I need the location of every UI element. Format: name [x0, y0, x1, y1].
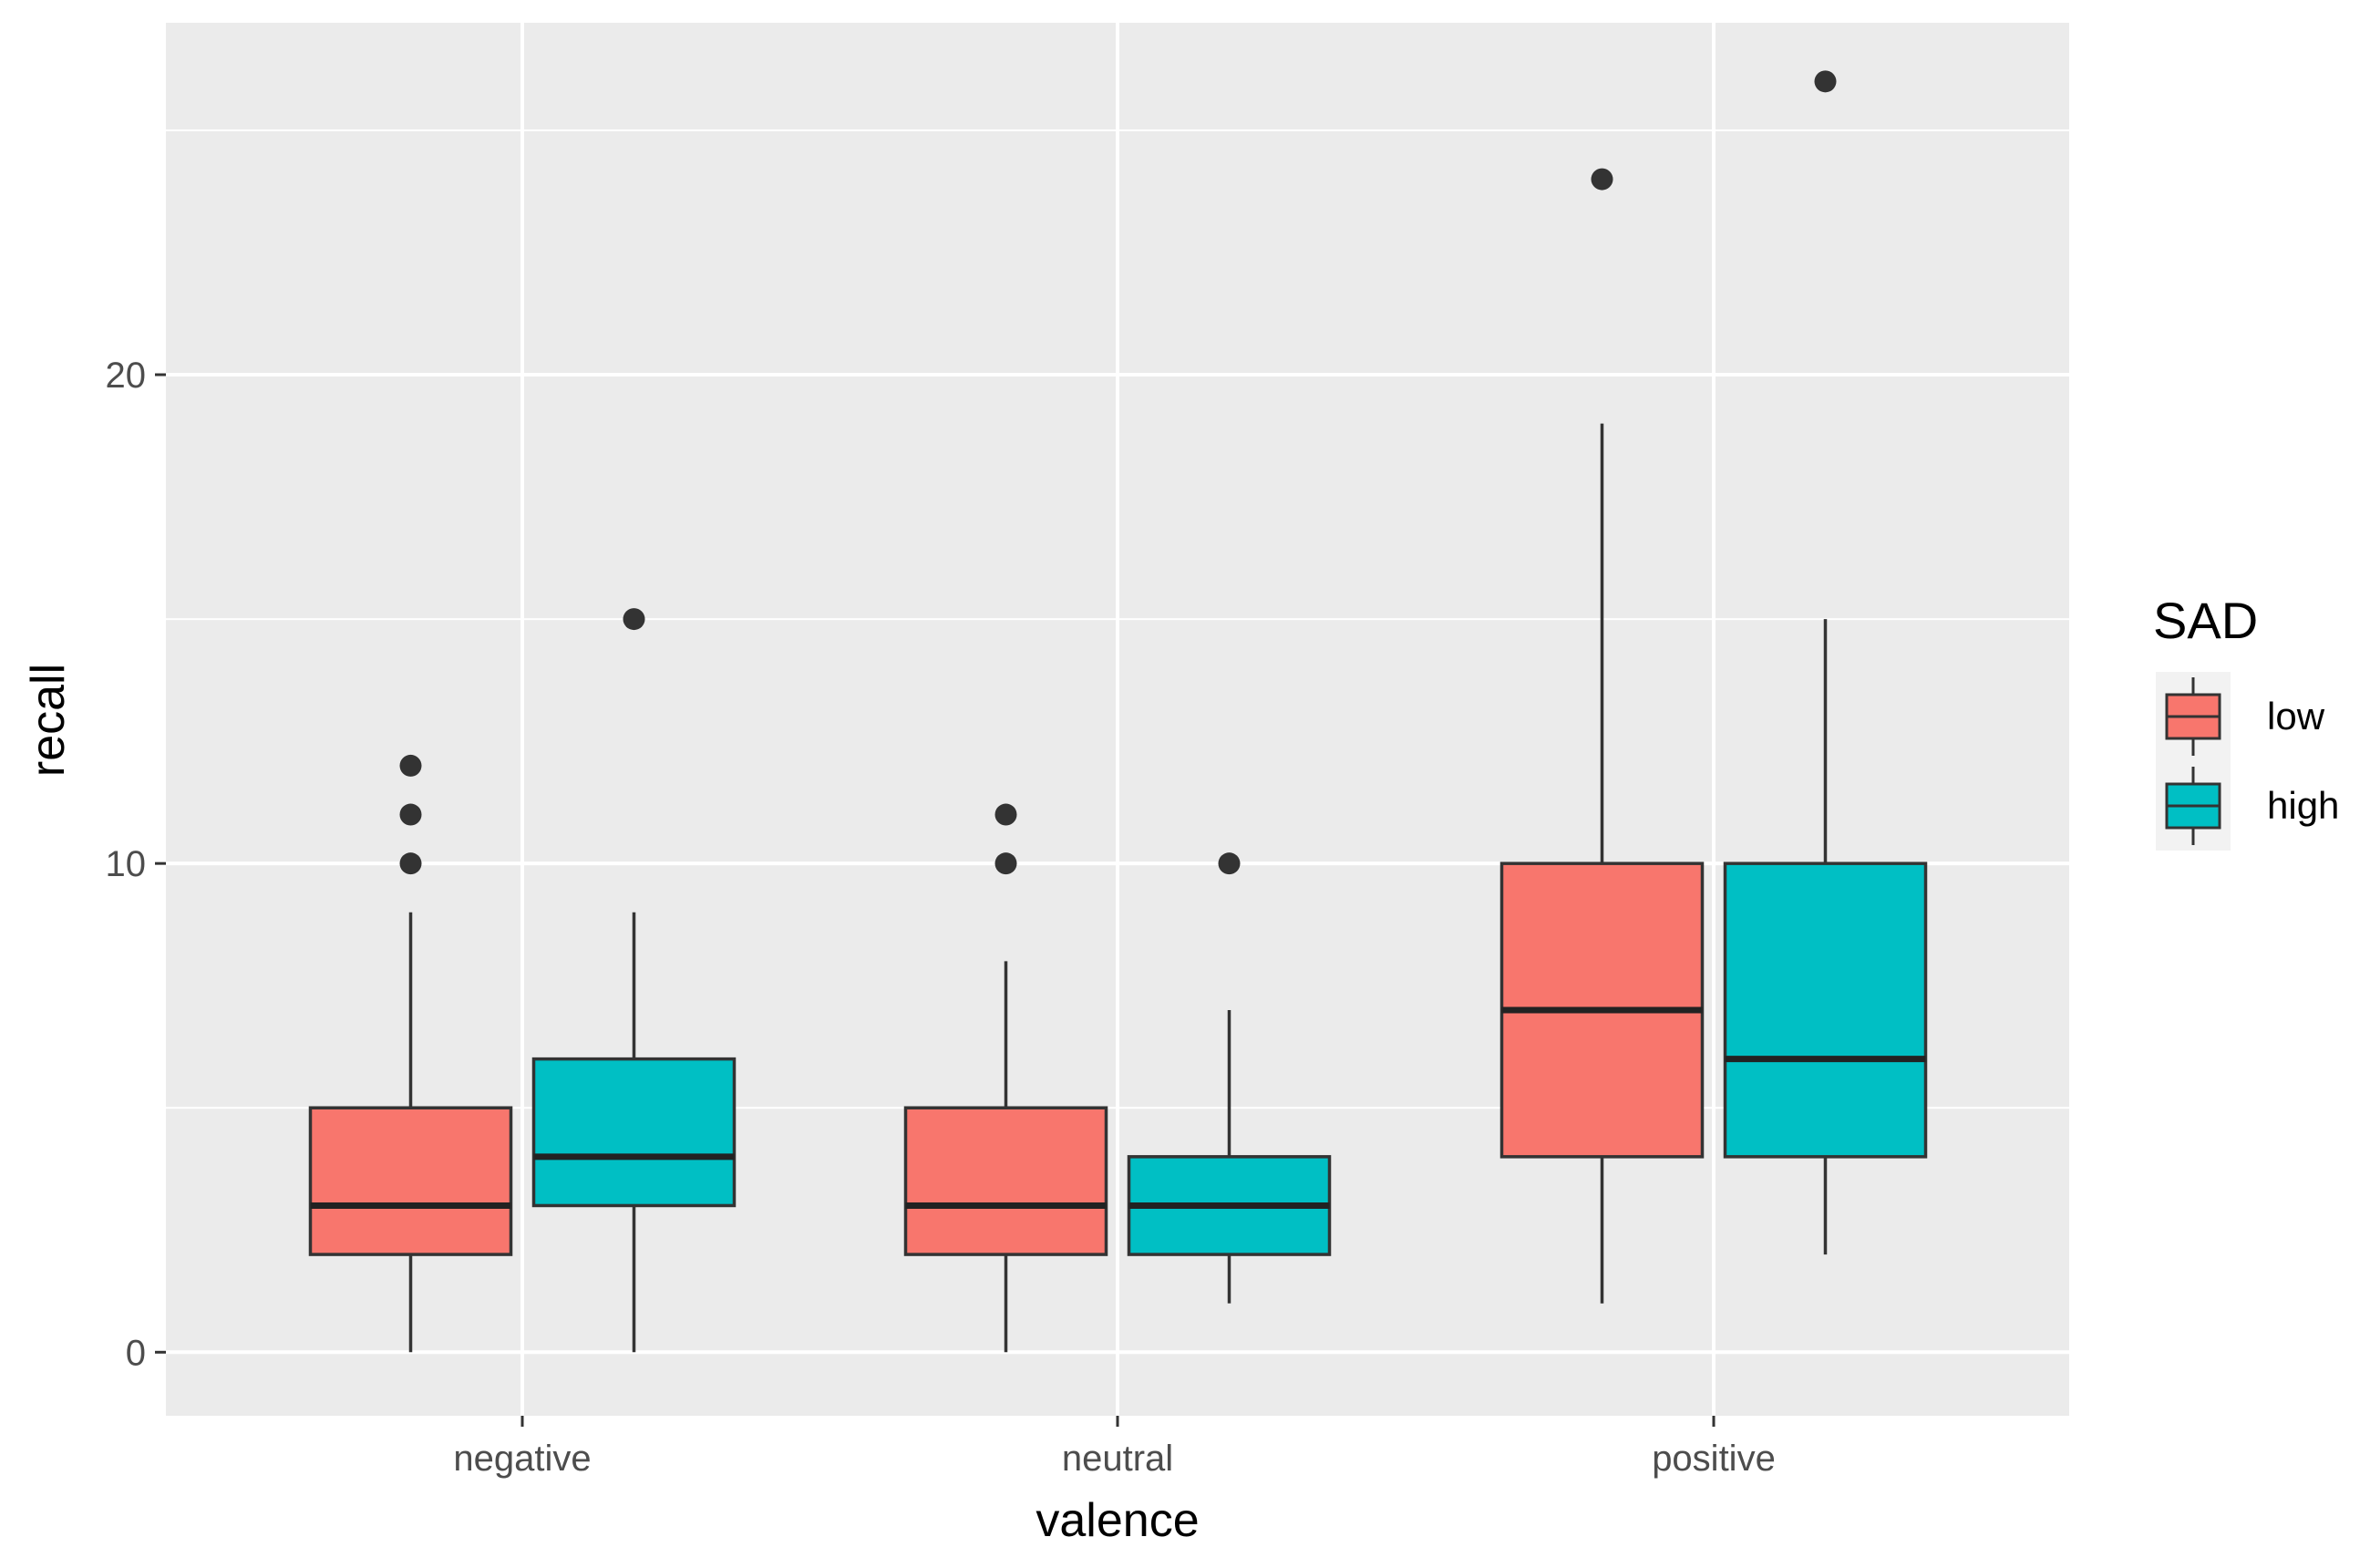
- box-low-neutral: [903, 803, 1108, 1353]
- box-low-negative: [308, 754, 513, 1353]
- legend-label-low: low: [2267, 695, 2325, 738]
- legend-item-high: high: [2156, 761, 2339, 851]
- outlier-point: [1814, 70, 1837, 93]
- x-axis-title: valence: [1036, 1494, 1199, 1547]
- y-axis-title: recall: [22, 664, 75, 777]
- x-axis: negative neutral positive: [453, 1416, 1776, 1479]
- x-tick-label: negative: [453, 1439, 591, 1479]
- outlier-point: [399, 852, 422, 875]
- box-high-negative: [531, 608, 737, 1353]
- y-tick-label: 0: [126, 1333, 146, 1373]
- box-high-positive: [1723, 70, 1928, 1255]
- y-tick-label: 10: [106, 844, 147, 884]
- legend-item-low: low: [2156, 672, 2325, 761]
- outlier-point: [1591, 168, 1613, 191]
- box-iqr: [308, 1106, 513, 1256]
- legend-title: SAD: [2153, 592, 2258, 649]
- legend: SAD low high: [2153, 592, 2339, 851]
- box-iqr: [1723, 861, 1928, 1159]
- boxes-layer: [308, 70, 1928, 1353]
- legend-label-high: high: [2267, 784, 2339, 827]
- outlier-point: [399, 754, 422, 777]
- y-axis: 0 10 20: [106, 356, 166, 1373]
- outlier-point: [994, 803, 1017, 826]
- box-iqr: [903, 1106, 1108, 1256]
- outlier-point: [994, 852, 1017, 875]
- outlier-point: [623, 608, 645, 631]
- outlier-point: [1218, 852, 1241, 875]
- legend-items: low high: [2156, 672, 2339, 851]
- box-high-neutral: [1127, 852, 1332, 1304]
- y-tick-label: 20: [106, 356, 147, 396]
- box-iqr: [531, 1057, 737, 1208]
- outlier-point: [399, 803, 422, 826]
- box-low-positive: [1499, 168, 1705, 1304]
- x-tick-label: positive: [1652, 1439, 1776, 1479]
- x-tick-label: neutral: [1062, 1439, 1173, 1479]
